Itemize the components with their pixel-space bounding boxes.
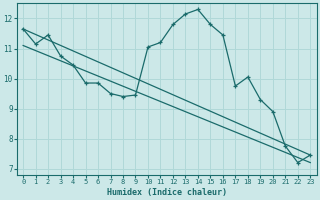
X-axis label: Humidex (Indice chaleur): Humidex (Indice chaleur) bbox=[107, 188, 227, 197]
